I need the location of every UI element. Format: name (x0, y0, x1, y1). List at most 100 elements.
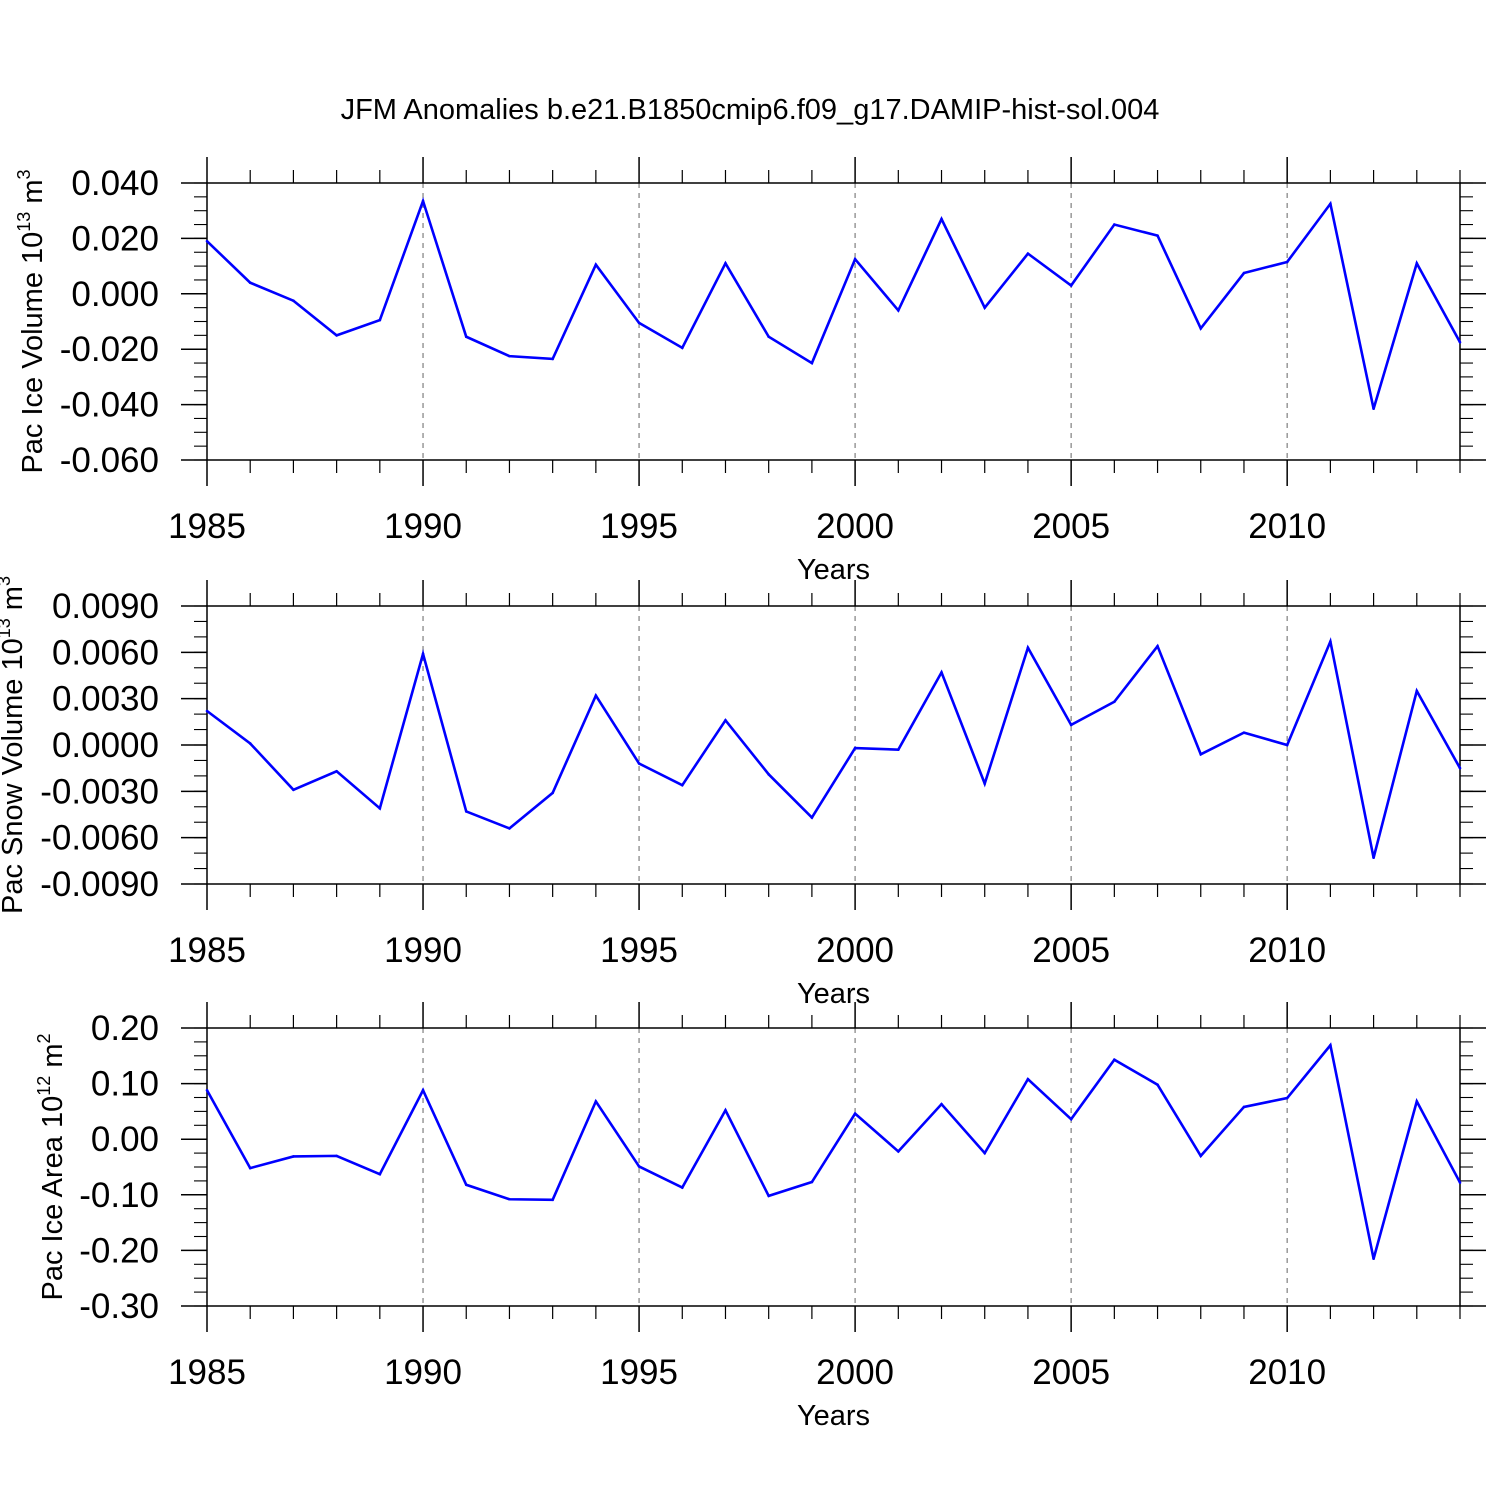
ice-volume-data-point-1989 (378, 318, 382, 322)
ice-volume-ylabel-unit-exponent: 3 (14, 169, 34, 179)
ice-area-data-point-1994 (594, 1100, 598, 1103)
ice-volume-data-point-1995 (637, 321, 641, 325)
snow-volume-xtick-label-5: 2010 (1248, 931, 1326, 970)
ice-area-data-point-2012 (1372, 1257, 1375, 1261)
ice-volume-ylabel-text: Pac Ice Volume 10 (17, 232, 49, 474)
ice-volume-data-point-2005 (1069, 284, 1073, 287)
ice-area-data-point-1985 (205, 1088, 209, 1092)
ice-volume-data-point-1994 (594, 263, 598, 267)
ice-area-data-point-1990 (421, 1088, 425, 1092)
ice-volume-data-point-2012 (1372, 407, 1375, 411)
ice-volume-data-point-1990 (421, 199, 425, 203)
snow-volume-xtick-label-1: 1990 (384, 931, 462, 970)
ice-area-ytick-label-4: 0.10 (91, 1065, 159, 1104)
ice-volume-xtick-label-5: 2010 (1248, 507, 1326, 546)
ice-area-data-point-1986 (248, 1166, 252, 1170)
ice-volume-data-point-2013 (1415, 262, 1419, 265)
panel-ice-volume: -0.060 -0.040 -0.020 0.000 0.020 0.040 1985 199… (14, 157, 1486, 586)
ice-area-xtick-label-2: 1995 (600, 1353, 678, 1392)
snow-volume-data-point-2008 (1199, 752, 1203, 756)
ice-volume-data-point-1997 (724, 262, 727, 265)
snow-volume-data-point-2004 (1026, 646, 1030, 649)
ice-volume-data-point-2008 (1199, 327, 1203, 330)
ice-area-ytick-label-1: -0.20 (79, 1231, 159, 1270)
snow-volume-data-point-1991 (464, 810, 468, 813)
ice-volume-data-point-1999 (810, 361, 814, 365)
ice-area-data-point-2000 (853, 1112, 857, 1115)
ice-volume-ylabel: Pac Ice Volume 1013 m3 (14, 169, 49, 473)
ice-area-data-point-2008 (1199, 1154, 1203, 1158)
ice-area-data-point-1996 (680, 1186, 684, 1189)
snow-volume-ytick-label-3: 0.0000 (52, 726, 159, 765)
ice-area-data-point-2011 (1329, 1043, 1332, 1047)
snow-volume-xtick-label-3: 2000 (816, 931, 894, 970)
ice-volume-data-point-1987 (292, 299, 295, 303)
ice-area-xtick-label-3: 2000 (816, 1353, 894, 1392)
snow-volume-ytick-label-0: -0.0090 (40, 865, 159, 904)
snow-volume-data-point-1999 (810, 816, 814, 819)
snow-volume-data-point-1993 (551, 791, 554, 795)
ice-volume-data-point-2006 (1113, 223, 1116, 226)
ice-area-data-point-1987 (292, 1155, 295, 1158)
snow-volume-data-point-2012 (1372, 856, 1375, 860)
ice-area-ytick-label-5: 0.20 (91, 1009, 159, 1048)
ice-volume-data-point-1991 (464, 335, 468, 339)
ice-area-data-point-2010 (1285, 1096, 1289, 1100)
ice-area-xlabel: Years (797, 1400, 870, 1432)
ice-volume-data-point-2003 (983, 306, 987, 309)
snow-volume-ylabel: Pac Snow Volume 1013 m3 (0, 576, 29, 914)
snow-volume-data-point-2001 (897, 748, 900, 751)
ice-volume-series-line-0 (206, 196, 1462, 410)
figure-title: JFM Anomalies b.e21.B1850cmip6.f09_g17.D… (341, 94, 1160, 126)
ice-volume-data-point-2002 (940, 217, 943, 221)
ice-volume-data-point-1992 (508, 354, 511, 358)
ice-volume-xtick-label-3: 2000 (816, 507, 894, 546)
snow-volume-data-point-2011 (1329, 640, 1332, 643)
ice-area-xtick-label-0: 1985 (168, 1353, 246, 1392)
ice-area-data-point-2009 (1242, 1105, 1246, 1109)
ice-area-data-point-1989 (378, 1172, 382, 1176)
ice-volume-ytick-label-3: 0.000 (71, 275, 159, 314)
ice-area-data-point-2005 (1069, 1117, 1073, 1121)
ice-area-data-point-1997 (724, 1108, 727, 1112)
ice-area-data-point-1999 (810, 1180, 814, 1184)
ice-area-data-point-1988 (335, 1154, 338, 1158)
ice-volume-data-point-1998 (767, 335, 770, 339)
snow-volume-data-point-2009 (1242, 731, 1246, 734)
ice-volume-data-point-1986 (248, 281, 252, 285)
snow-volume-data-point-2007 (1156, 644, 1159, 648)
snow-volume-data-point-1989 (378, 807, 382, 810)
snow-volume-data-point-1987 (292, 788, 295, 792)
ice-area-ylabel: Pac Ice Area 1012 m2 (34, 1033, 69, 1300)
snow-volume-xtick-label-4: 2005 (1032, 931, 1110, 970)
snow-volume-ylabel-unit-exponent: 3 (0, 576, 14, 586)
ice-volume-data-point-2001 (897, 309, 900, 312)
ice-area-data-point-2014 (1458, 1181, 1462, 1184)
ice-volume-ytick-label-0: -0.060 (60, 441, 159, 480)
ice-area-ytick-label-2: -0.10 (79, 1176, 159, 1215)
ice-area-data-point-2001 (897, 1150, 900, 1153)
ice-area-ytick-label-0: -0.30 (79, 1287, 159, 1326)
snow-volume-ytick-label-6: 0.0090 (52, 587, 159, 626)
ice-volume-data-point-1985 (205, 239, 209, 243)
snow-volume-data-point-2014 (1458, 766, 1462, 770)
snow-volume-data-point-1997 (724, 718, 727, 722)
ice-area-data-point-1998 (767, 1194, 770, 1198)
ice-area-data-point-2006 (1113, 1058, 1116, 1061)
ice-volume-ytick-label-5: 0.040 (71, 164, 159, 203)
ice-area-ylabel-exponent: 12 (34, 1076, 54, 1096)
snow-volume-data-point-1995 (637, 762, 641, 765)
ice-area-data-point-2013 (1415, 1100, 1419, 1103)
ice-volume-data-point-1988 (335, 334, 338, 337)
snow-volume-data-point-1994 (594, 694, 598, 697)
ice-volume-data-point-2010 (1285, 260, 1289, 264)
snow-volume-data-point-1985 (205, 709, 209, 713)
ice-area-data-point-1993 (551, 1198, 554, 1202)
ice-volume-xlabel: Years (797, 554, 870, 586)
ice-area-ytick-label-3: 0.00 (91, 1120, 159, 1159)
ice-area-xtick-label-4: 2005 (1032, 1353, 1110, 1392)
snow-volume-data-point-2005 (1069, 723, 1073, 727)
snow-volume-ytick-label-2: -0.0030 (40, 772, 159, 811)
snow-volume-ytick-label-1: -0.0060 (40, 819, 159, 858)
snow-volume-ytick-label-5: 0.0060 (52, 633, 159, 672)
